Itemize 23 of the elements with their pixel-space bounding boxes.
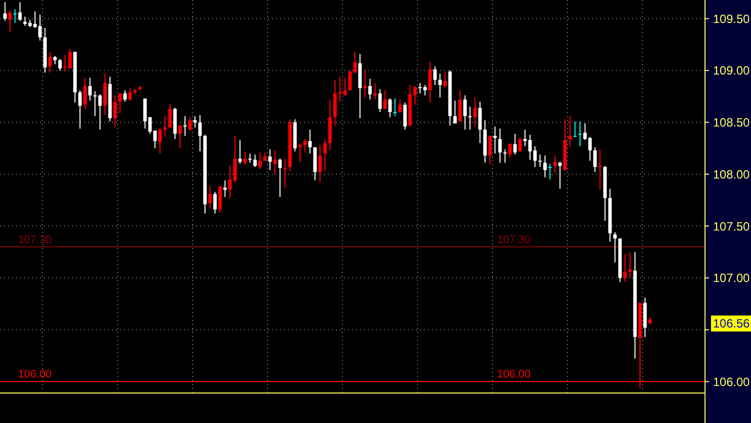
text: 106.00 <box>497 368 531 381</box>
candlestick <box>253 154 257 168</box>
text: 106.56 <box>713 316 750 331</box>
ref-line-label: 107.30 <box>18 234 52 246</box>
candlestick <box>223 180 227 198</box>
text: 107.30 <box>497 234 531 246</box>
candlestick <box>268 148 272 171</box>
candlestick <box>583 122 587 140</box>
y-tick-label: 107.00 <box>713 271 750 286</box>
candlestick <box>258 152 262 170</box>
y-tick-label: 109.50 <box>713 12 750 26</box>
y-tick-label: 108.00 <box>713 167 750 182</box>
y-tick-label: 107.50 <box>713 219 750 234</box>
candlestick <box>238 139 242 164</box>
candlestick <box>273 150 277 175</box>
y-tick-label: 108.50 <box>713 116 750 130</box>
candlestick <box>243 150 247 166</box>
ref-line-label: 106.00 <box>18 368 52 381</box>
y-tick-label: 106.00 <box>713 374 750 389</box>
candlestick <box>343 77 347 96</box>
y-tick-label: 109.00 <box>713 64 750 78</box>
candlestick <box>623 254 627 283</box>
candlestick <box>538 154 542 168</box>
